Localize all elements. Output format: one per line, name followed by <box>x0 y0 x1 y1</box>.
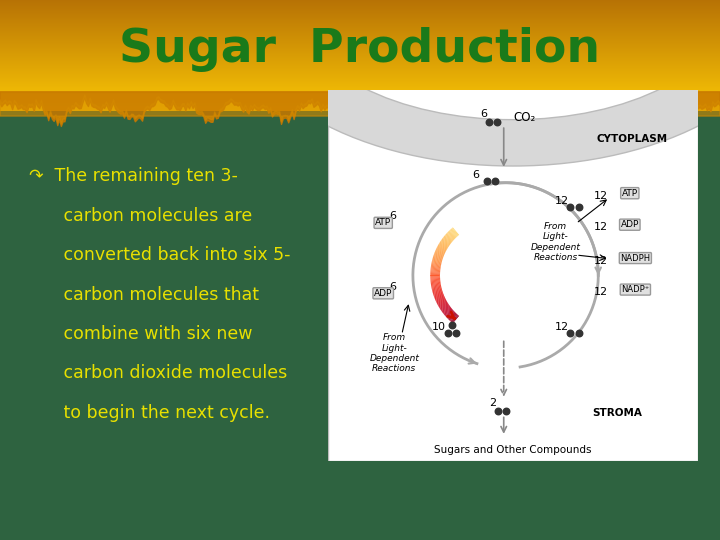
Point <box>451 328 462 337</box>
Text: carbon molecules that: carbon molecules that <box>47 286 258 303</box>
Text: CO₂: CO₂ <box>513 111 535 124</box>
Ellipse shape <box>235 0 720 166</box>
Point <box>573 328 585 337</box>
Point <box>564 202 576 211</box>
Point <box>483 117 495 126</box>
Point <box>500 407 512 415</box>
Ellipse shape <box>300 0 720 120</box>
Point <box>492 407 504 415</box>
Text: carbon molecules are: carbon molecules are <box>47 207 252 225</box>
Point <box>491 117 503 126</box>
Text: 12: 12 <box>593 255 608 266</box>
Point <box>564 328 576 337</box>
Point <box>490 177 501 185</box>
Text: 12: 12 <box>554 322 569 332</box>
Text: 6: 6 <box>472 170 480 180</box>
Text: 6: 6 <box>480 109 487 119</box>
Text: 10: 10 <box>432 322 446 332</box>
Text: converted back into six 5-: converted back into six 5- <box>47 246 290 264</box>
FancyBboxPatch shape <box>328 90 698 461</box>
Text: STROMA: STROMA <box>592 408 642 418</box>
Point <box>481 177 492 185</box>
Text: ADP: ADP <box>374 289 392 298</box>
Text: From
Light-
Dependent
Reactions: From Light- Dependent Reactions <box>369 333 419 373</box>
Text: 2: 2 <box>489 399 496 408</box>
Point <box>446 321 458 330</box>
Text: ↷  The remaining ten 3-: ↷ The remaining ten 3- <box>29 167 238 185</box>
Text: 12: 12 <box>554 196 569 206</box>
Text: 12: 12 <box>593 191 608 201</box>
Text: 12: 12 <box>593 222 608 232</box>
Text: NADP⁺: NADP⁺ <box>621 285 649 294</box>
Text: From
Light-
Dependent
Reactions: From Light- Dependent Reactions <box>531 222 580 262</box>
Text: NADPH: NADPH <box>621 254 650 262</box>
Text: 12: 12 <box>593 287 608 297</box>
Text: CYTOPLASM: CYTOPLASM <box>596 134 667 144</box>
Text: Sugar  Production: Sugar Production <box>120 28 600 72</box>
Text: ATP: ATP <box>622 188 638 198</box>
Text: Sugars and Other Compounds: Sugars and Other Compounds <box>434 444 592 455</box>
Text: combine with six new: combine with six new <box>47 325 252 343</box>
Text: 6: 6 <box>390 211 396 221</box>
Text: ATP: ATP <box>375 218 391 227</box>
Text: 6: 6 <box>390 281 396 292</box>
Point <box>442 328 454 337</box>
Text: ADP: ADP <box>621 220 639 229</box>
Point <box>573 202 585 211</box>
Text: to begin the next cycle.: to begin the next cycle. <box>47 404 270 422</box>
Text: carbon dioxide molecules: carbon dioxide molecules <box>47 364 287 382</box>
